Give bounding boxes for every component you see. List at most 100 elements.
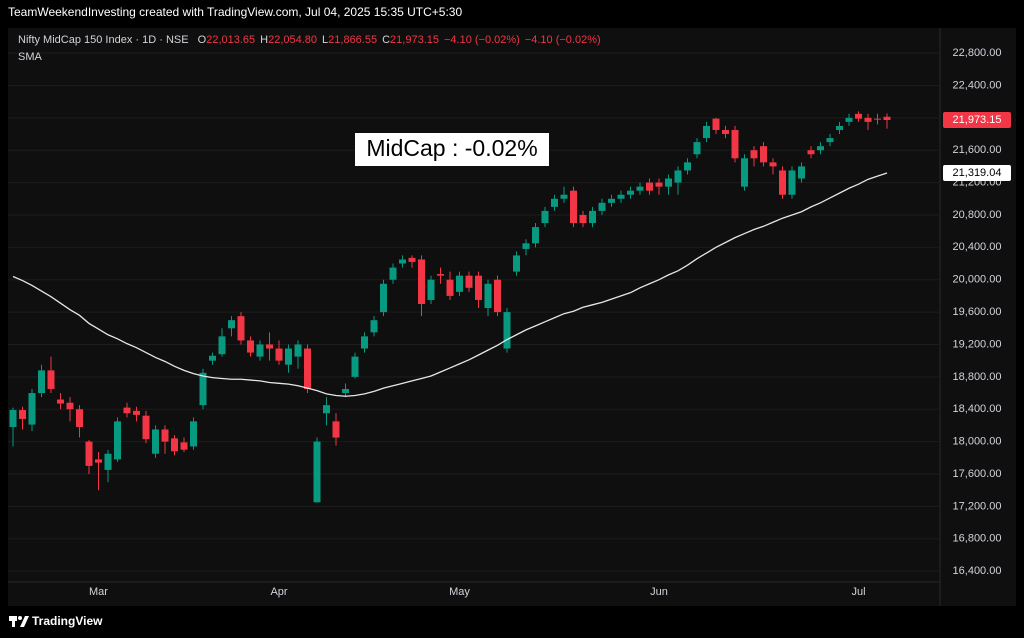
candle-body [285,348,292,365]
candle-body [560,194,568,199]
annotation: MidCap : -0.02% [366,135,537,161]
candle-body [712,118,720,130]
ohlc-legend: Nifty MidCap 150 Index · 1D · NSE O22,01… [18,34,601,46]
candle-body [247,340,254,353]
candle-body [427,279,435,300]
candle-body [589,210,596,224]
candle-body [313,441,321,503]
candle-body [114,421,121,460]
candle-body [456,275,463,292]
marks [9,111,891,503]
candle-body [665,178,672,187]
candle-body [180,442,188,450]
candle-body [361,336,368,349]
candle-body [798,166,805,179]
candle-body [817,146,824,151]
candle-body [551,198,558,207]
candle-body [760,146,767,163]
candle-body [779,170,786,195]
candle-body [494,279,501,313]
candle-body [503,312,511,349]
candle-body [199,372,207,406]
legend-value: 22,013.65 [206,34,255,46]
x-tick-label: Apr [270,586,287,598]
logo-part [18,616,22,620]
candle-body [855,113,862,119]
y-tick-label: 19,200.00 [953,338,1002,350]
y-tick-label: 22,800.00 [953,47,1002,59]
candle-body [152,429,159,454]
candle-body [446,279,454,296]
candle-body [532,227,539,244]
candle-body [218,336,226,355]
logo-part [20,616,29,627]
candle-body [57,399,64,404]
sma-price-tag [943,164,1011,181]
candle-body [323,405,330,414]
candle-body [38,370,45,394]
x-tick-label: Jun [650,586,668,598]
x-tick-label: Mar [89,586,108,598]
candle-body [304,348,311,389]
candle-body [342,388,349,394]
legend-change: −4.10 (−0.02%) [525,34,601,46]
legend-key: O [198,34,207,46]
candle-body [380,283,387,313]
candle-body [142,415,150,440]
candle-body [883,116,891,121]
annotation-box [355,133,549,166]
candle-body [294,344,302,357]
candle-body [541,210,549,224]
y-tick-label: 17,200.00 [953,500,1002,512]
x-tick-label: May [449,586,470,598]
legend-value: 22,054.80 [268,34,317,46]
candle-body [693,142,701,155]
header: TeamWeekendInvesting created with Tradin… [8,5,462,19]
y-tick-label: 19,600.00 [953,306,1002,318]
candle-body [475,275,482,300]
candle-body [826,138,834,143]
candle-body [28,393,36,425]
candle-body [674,170,682,183]
legend-key: H [260,34,268,46]
candle-body [750,150,758,159]
candle-body [399,259,406,264]
candle-body [522,243,530,249]
y-tick-label: 18,400.00 [953,403,1002,415]
candle-body [484,283,492,309]
candle-body [76,409,83,428]
candle-body [332,421,340,438]
candle-body [104,453,112,470]
candle-body [807,150,815,155]
y-tick-label: 20,400.00 [953,241,1002,253]
candle-body [836,125,843,130]
brand: TradingView [32,614,103,628]
candle-body [627,190,634,195]
candle-body [9,410,17,428]
candle-body [864,117,872,122]
candle-body [370,320,378,333]
candle-body [256,344,264,357]
candle-body [228,320,235,329]
candle-body [19,410,26,419]
candle-body [237,316,245,341]
last-price-tag [943,112,1011,129]
candle-body [133,410,140,415]
candle-body [190,421,197,447]
y-tick-label: 20,800.00 [953,209,1002,221]
last-price-label: 21,973.15 [953,114,1002,126]
legend-title: Nifty MidCap 150 Index · 1D · NSE [18,34,189,46]
legend-change: −4.10 (−0.02%) [444,34,520,46]
candle-body [570,190,577,224]
candle-body [703,125,710,139]
y-tick-label: 16,400.00 [953,565,1002,577]
candle-body [655,182,663,187]
sma-legend: SMA [18,51,43,63]
candle-body [722,129,729,135]
logo-part [12,616,15,627]
legend-key: L [322,34,328,46]
candle-body [608,198,615,203]
candle-body [209,355,216,361]
